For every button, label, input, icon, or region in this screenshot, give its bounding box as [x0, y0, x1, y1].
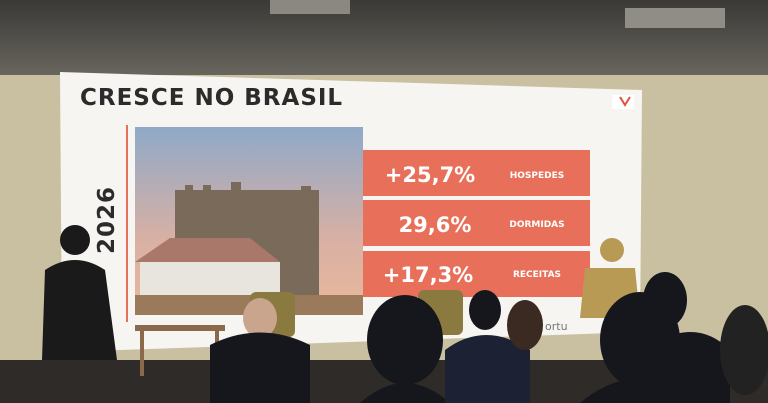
stat-bar [363, 150, 590, 196]
logo-mark [619, 96, 631, 107]
stat-bar [363, 200, 590, 246]
roof [135, 238, 280, 262]
year: 2026 [94, 186, 120, 254]
audience [42, 225, 768, 403]
stat-value: +17,3% [383, 263, 473, 287]
stat-value: +25,7% [385, 163, 475, 187]
stat-value: 29,6% [399, 213, 472, 237]
slide-title: CRESCE NO BRASIL [80, 85, 343, 111]
logo-text: ortu [545, 320, 568, 333]
stat-label: RECEITAS [513, 270, 561, 280]
vent [270, 0, 350, 14]
stat-label: HOSPEDES [510, 171, 565, 181]
stat-label: DORMIDAS [509, 220, 564, 230]
vent [625, 8, 725, 28]
stat-bar [363, 251, 590, 297]
